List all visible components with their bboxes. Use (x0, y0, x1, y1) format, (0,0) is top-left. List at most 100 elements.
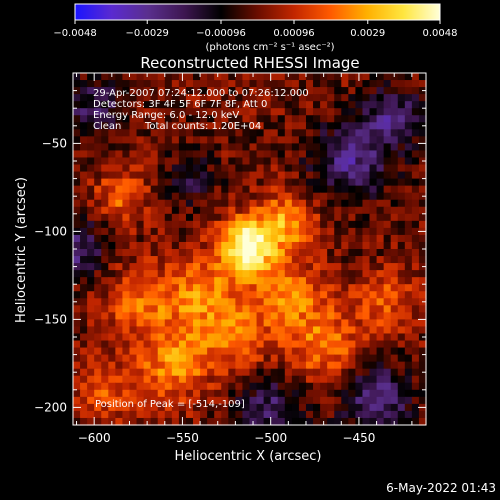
heatmap-cell (235, 199, 244, 208)
heatmap-cell (221, 256, 229, 264)
heatmap-cell (249, 122, 258, 130)
heatmap-cell (277, 270, 286, 278)
heatmap-cell (284, 122, 293, 130)
heatmap-cell (207, 410, 215, 419)
heatmap-cell (249, 171, 258, 180)
heatmap-cell (390, 241, 399, 250)
heatmap-cell (164, 220, 173, 229)
heatmap-cell (305, 375, 314, 384)
heatmap-cell (284, 403, 293, 412)
heatmap-cell (298, 249, 307, 257)
heatmap-cell (101, 241, 109, 250)
heatmap-cell (193, 206, 201, 215)
heatmap-cell (383, 263, 392, 271)
heatmap-cell (94, 122, 102, 130)
heatmap-cell (80, 263, 88, 271)
heatmap-cell (164, 241, 173, 250)
heatmap-cell (108, 354, 116, 363)
heatmap-cell (313, 192, 321, 201)
heatmap-cell (376, 263, 385, 271)
heatmap-cell (348, 249, 356, 257)
heatmap-cell (200, 340, 208, 349)
heatmap-cell (418, 417, 427, 426)
heatmap-cell (122, 396, 131, 405)
heatmap-cell (305, 263, 314, 271)
heatmap-cell (390, 354, 399, 363)
heatmap-cell (150, 73, 159, 81)
heatmap-cell (341, 150, 349, 159)
heatmap-cell (404, 199, 413, 208)
heatmap-cell (115, 122, 124, 130)
heatmap-cell (284, 375, 293, 384)
heatmap-cell (334, 382, 342, 391)
heatmap-cell (129, 199, 138, 208)
heatmap-cell (270, 382, 279, 391)
heatmap-cell (411, 256, 420, 264)
heatmap-cell (397, 171, 406, 180)
heatmap-cell (108, 333, 116, 342)
heatmap-cell (404, 354, 413, 363)
heatmap-cell (235, 312, 244, 320)
heatmap-cell (291, 115, 300, 123)
heatmap-cell (298, 263, 307, 271)
heatmap-cell (327, 263, 335, 271)
heatmap-cell (390, 403, 399, 412)
heatmap-cell (369, 354, 378, 363)
heatmap-cell (404, 319, 413, 328)
heatmap-cell (313, 256, 321, 264)
heatmap-cell (80, 291, 88, 299)
colorbar-tick-label: 0.0029 (350, 28, 385, 39)
heatmap-cell (355, 80, 364, 88)
heatmap-cell (178, 157, 187, 166)
heatmap-cell (207, 206, 215, 215)
heatmap-cell (277, 298, 286, 306)
heatmap-cell (291, 347, 300, 356)
heatmap-cell (129, 375, 138, 384)
heatmap-cell (94, 375, 102, 384)
heatmap-cell (355, 347, 364, 356)
heatmap-cell (157, 368, 166, 377)
heatmap-cell (277, 164, 286, 173)
heatmap-cell (362, 389, 371, 398)
heatmap-cell (73, 94, 81, 102)
heatmap-cell (320, 101, 328, 109)
heatmap-cell (355, 129, 364, 137)
heatmap-cell (397, 199, 406, 208)
heatmap-cell (193, 403, 201, 412)
heatmap-cell (221, 319, 229, 328)
heatmap-cell (94, 220, 102, 229)
heatmap-cell (341, 270, 349, 278)
heatmap-cell (207, 277, 215, 285)
heatmap-cell (263, 340, 272, 349)
heatmap-cell (348, 291, 356, 299)
heatmap-cell (397, 178, 406, 187)
heatmap-cell (150, 157, 159, 166)
heatmap-cell (157, 101, 166, 109)
heatmap-cell (397, 213, 406, 222)
heatmap-cell (193, 115, 201, 123)
heatmap-cell (178, 291, 187, 299)
heatmap-image (73, 73, 427, 426)
heatmap-cell (404, 410, 413, 419)
heatmap-cell (376, 284, 385, 292)
heatmap-cell (171, 319, 180, 328)
heatmap-cell (404, 291, 413, 299)
heatmap-cell (355, 403, 364, 412)
heatmap-cell (376, 199, 385, 208)
heatmap-cell (263, 396, 272, 405)
heatmap-cell (171, 157, 180, 166)
heatmap-cell (80, 270, 88, 278)
heatmap-cell (277, 73, 286, 81)
heatmap-cell (256, 305, 265, 313)
heatmap-cell (263, 291, 272, 299)
heatmap-cell (129, 220, 138, 229)
heatmap-cell (277, 410, 286, 419)
heatmap-cell (200, 382, 208, 391)
heatmap-cell (305, 185, 314, 194)
heatmap-cell (284, 199, 293, 208)
heatmap-cell (397, 220, 406, 229)
heatmap-cell (73, 206, 81, 215)
heatmap-cell (313, 73, 321, 81)
heatmap-cell (207, 157, 215, 166)
heatmap-cell (291, 101, 300, 109)
